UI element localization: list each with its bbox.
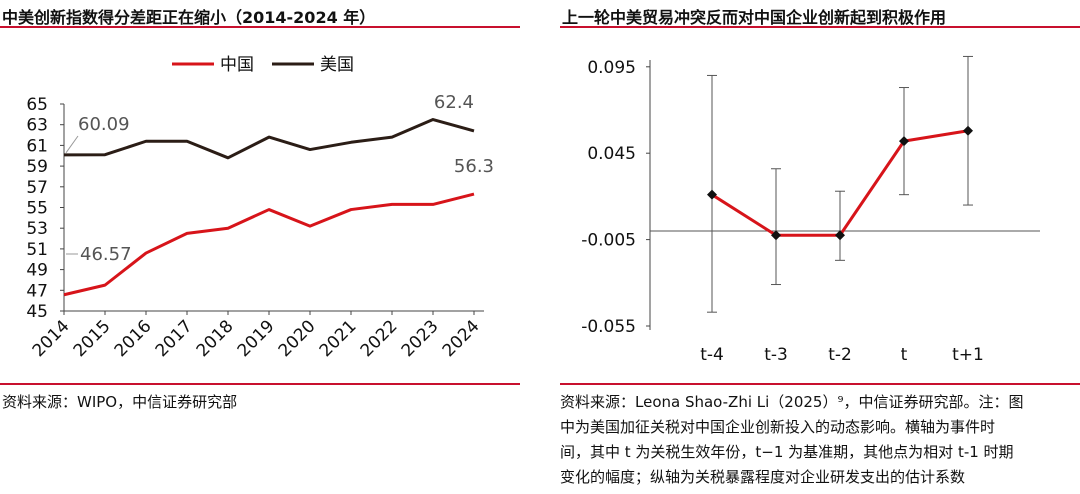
x-tick-label: t-4 [700, 345, 724, 365]
annotation-china-end: 56.3 [454, 156, 494, 177]
y-tick-label: 53 [26, 219, 48, 239]
y-tick-label: 65 [26, 95, 48, 115]
x-tick-label: 2016 [111, 316, 156, 361]
y-tick-label: 55 [26, 199, 48, 219]
x-tick-label: 2020 [275, 316, 320, 361]
x-tick-label: t-3 [764, 345, 788, 365]
annotation-leader [65, 135, 79, 154]
left-chart-title: 中美创新指数得分差距正在缩小（2014-2024 年） [2, 8, 376, 27]
x-tick-label: 2017 [152, 316, 197, 361]
y-tick-label: 0.095 [587, 58, 636, 78]
x-tick-label: 2023 [398, 316, 443, 361]
right-chart-title: 上一轮中美贸易冲突反而对中国企业创新起到积极作用 [562, 8, 947, 27]
legend-us-label: 美国 [320, 55, 354, 75]
data-point-marker [835, 230, 845, 241]
data-point-marker [771, 230, 781, 241]
y-tick-label: -0.055 [581, 317, 636, 337]
y-tick-label: 57 [26, 178, 48, 198]
x-tick-label: t+1 [952, 345, 984, 365]
x-tick-label: 2021 [316, 316, 361, 361]
y-tick-label: 47 [26, 281, 48, 301]
x-tick-label: 2015 [70, 316, 115, 361]
right-title-rule [560, 26, 1080, 28]
china-series-line [63, 192, 475, 297]
x-tick-label: t-2 [828, 345, 852, 365]
right-source-line: 间，其中 t 为关税生效年份，t−1 为基准期，其他点为相对 t-1 时期 [560, 443, 1014, 461]
x-tick-label: 2014 [29, 316, 74, 361]
data-point-marker [707, 189, 717, 200]
y-tick-label: 49 [26, 261, 48, 281]
annotation-us-start: 60.09 [78, 114, 130, 135]
x-tick-label: 2018 [193, 316, 238, 361]
y-tick-label: 51 [26, 240, 48, 260]
x-tick-label: 2019 [234, 316, 279, 361]
us-series-line [63, 118, 475, 160]
right-source-rule [560, 383, 1080, 385]
y-tick-label: 59 [26, 157, 48, 177]
right-source-note: 资料来源：Leona Shao-Zhi Li（2025）⁹，中信证券研究部。注：… [560, 390, 1080, 490]
y-tick-label: 0.045 [587, 144, 636, 164]
right-source-line: 中为美国加征关税对中国企业创新投入的动态影响。横轴为事件时 [560, 418, 996, 436]
data-point-marker [963, 125, 973, 136]
left-source-note: 资料来源：WIPO，中信证券研究部 [2, 393, 238, 411]
right-source-line: 变化的幅度；纵轴为关税暴露程度对企业研发支出的估计系数 [560, 468, 966, 486]
annotation-us-end: 62.4 [434, 92, 474, 113]
y-tick-label: -0.005 [581, 231, 636, 251]
y-tick-label: 45 [26, 302, 48, 322]
x-tick-label: 2022 [357, 316, 402, 361]
left-title-rule [0, 26, 520, 28]
right-source-line: 资料来源：Leona Shao-Zhi Li（2025）⁹，中信证券研究部。注：… [560, 393, 1024, 411]
data-point-marker [899, 136, 909, 147]
legend-china-label: 中国 [220, 55, 254, 75]
annotation-china-start: 46.57 [80, 244, 132, 265]
left-source-rule [0, 383, 520, 385]
x-tick-label: 2024 [439, 316, 484, 361]
y-tick-label: 63 [26, 116, 48, 136]
x-tick-label: t [901, 345, 908, 365]
y-tick-label: 61 [26, 136, 48, 156]
